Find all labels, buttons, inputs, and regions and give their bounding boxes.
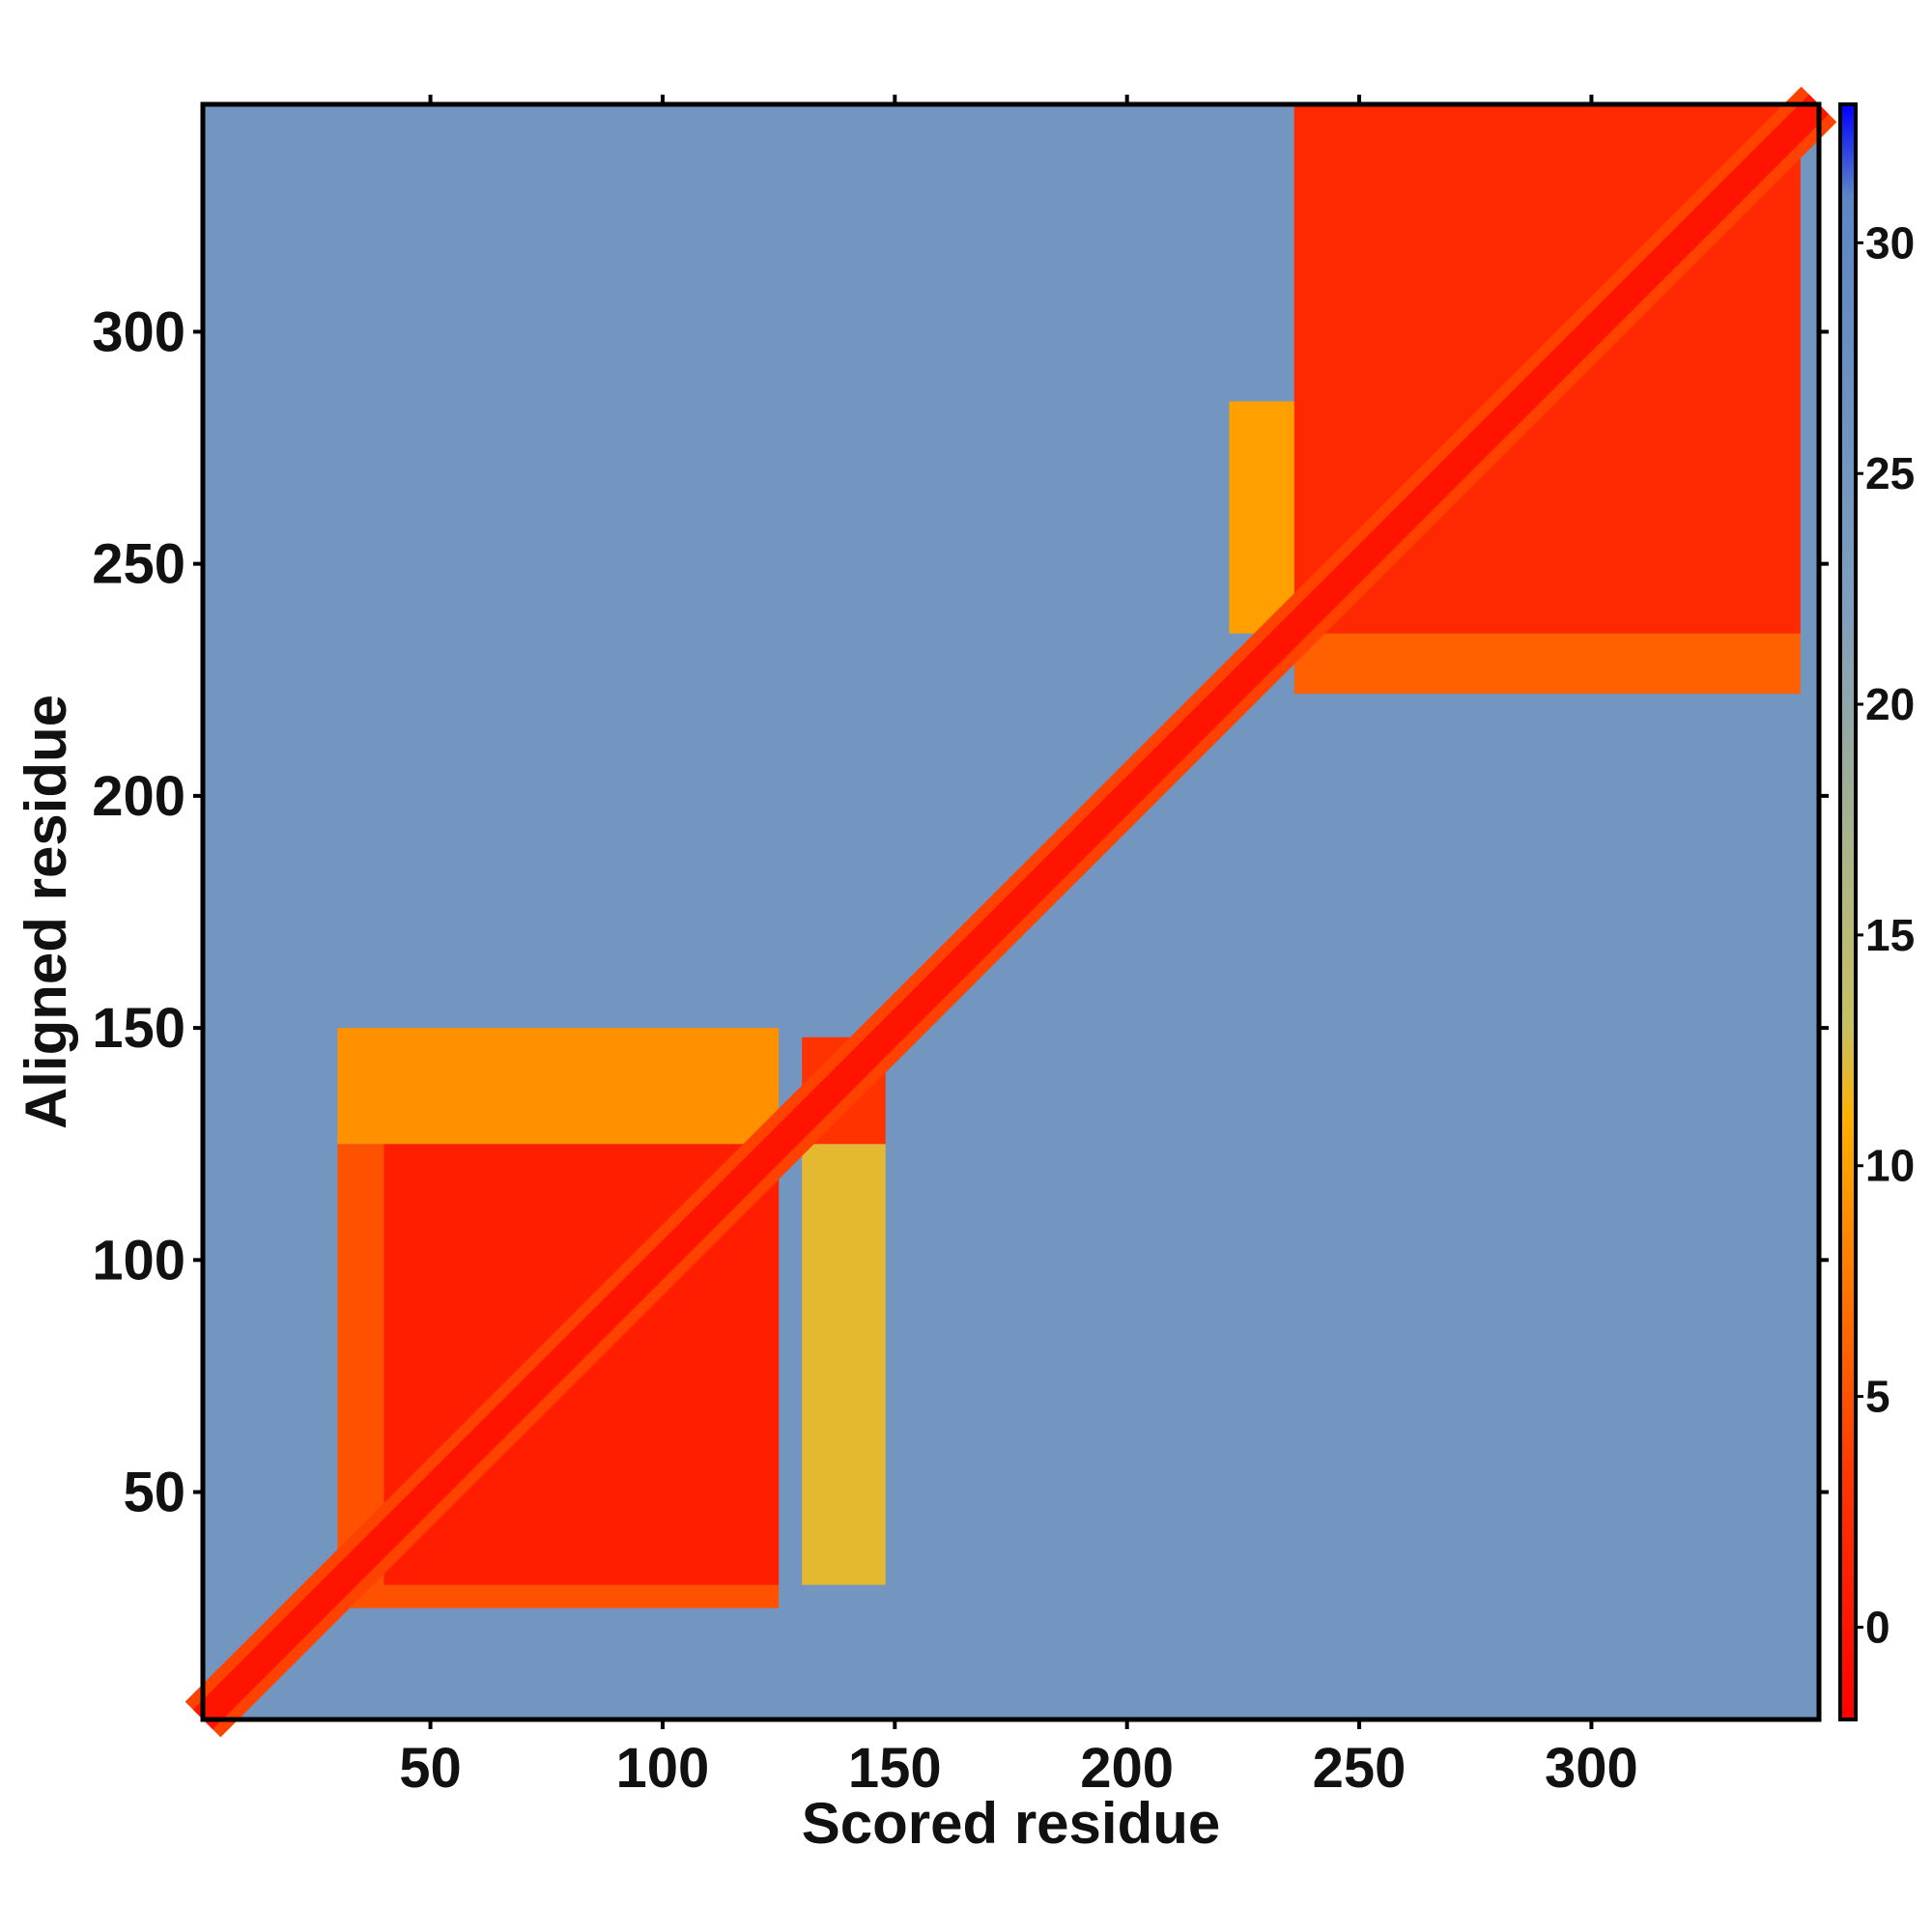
colorbar-tick-label: 15 xyxy=(1865,910,1915,960)
x-tick-label: 300 xyxy=(1545,1737,1638,1800)
heatmap-cells xyxy=(185,86,1837,1738)
y-tick-label: 300 xyxy=(92,300,185,363)
colorbar-tick-label: 20 xyxy=(1865,679,1915,729)
heatmap-plot-area xyxy=(185,86,1837,1738)
heatmap-block-3 xyxy=(802,1144,886,1585)
colorbar-tick-label: 30 xyxy=(1865,217,1915,268)
colorbar-tick-label: 5 xyxy=(1865,1372,1890,1422)
y-axis-title: Aligned residue xyxy=(14,695,78,1129)
x-axis-ticks: 50 100 150 200 250 300 xyxy=(399,95,1638,1800)
y-tick-label: 100 xyxy=(92,1229,185,1292)
colorbar-tick-label: 0 xyxy=(1865,1602,1890,1652)
heatmap-diagonal xyxy=(192,94,1830,1730)
y-axis-ticks: 50 100 150 200 250 300 xyxy=(92,300,1829,1524)
x-tick-label: 200 xyxy=(1080,1737,1174,1800)
colorbar-gradient xyxy=(1838,102,1858,1721)
x-tick-label: 50 xyxy=(399,1737,462,1800)
x-axis-title: Scored residue xyxy=(802,1791,1221,1856)
colorbar-tick-label: 10 xyxy=(1865,1141,1915,1191)
x-tick-label: 250 xyxy=(1313,1737,1406,1800)
y-tick-label: 150 xyxy=(92,997,185,1060)
heatmap-block-2 xyxy=(337,1028,780,1145)
heatmap-block-7 xyxy=(1229,401,1294,634)
x-tick-label: 150 xyxy=(848,1737,942,1800)
plot-frame xyxy=(200,101,1822,1722)
x-tick-label: 100 xyxy=(616,1737,710,1800)
y-tick-label: 50 xyxy=(123,1462,185,1524)
colorbar-tick-label: 25 xyxy=(1865,448,1915,498)
colorbar: 0 5 10 15 20 25 30 xyxy=(1838,102,1915,1721)
y-tick-label: 200 xyxy=(92,765,185,828)
y-tick-label: 250 xyxy=(92,533,185,596)
